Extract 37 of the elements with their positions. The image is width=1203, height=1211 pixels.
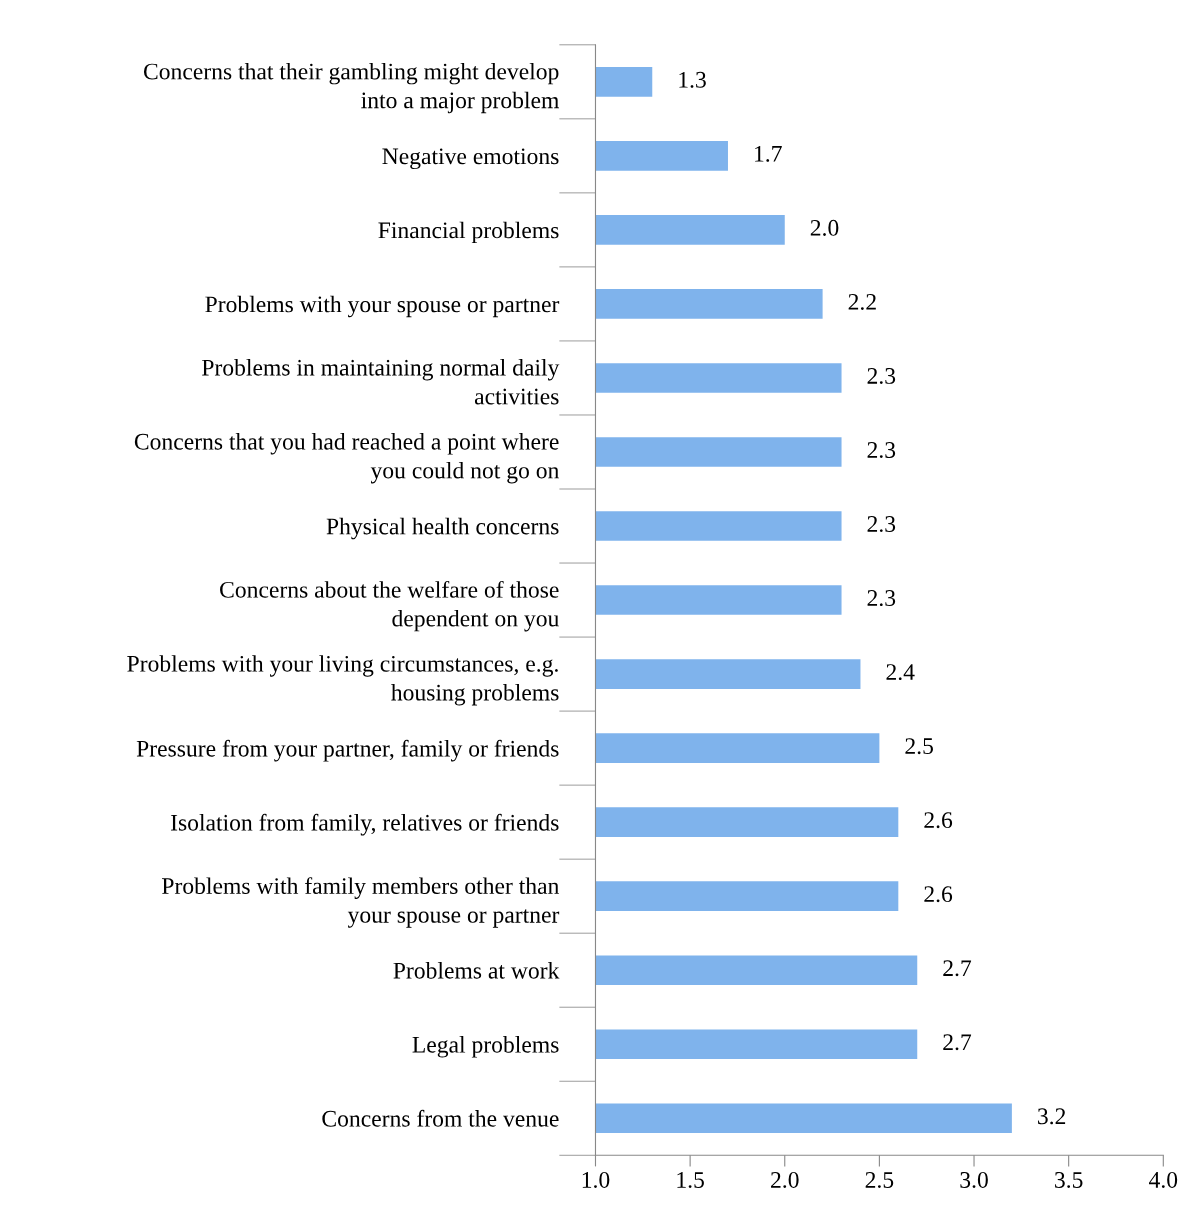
data-label: 2.7 xyxy=(943,960,972,977)
data-label: 2.5 xyxy=(905,738,933,755)
data-label: 2.6 xyxy=(924,812,953,829)
y-tick-label: Legal problems xyxy=(412,1036,559,1058)
x-tick-label: 3.0 xyxy=(960,1171,988,1188)
y-tick-label: Isolation from family, relatives or friends xyxy=(170,813,559,836)
x-tick-label: 2.5 xyxy=(865,1172,894,1188)
x-tick-label: 2.0 xyxy=(771,1171,799,1188)
data-label: 2.0 xyxy=(810,219,839,236)
y-tick-label: Problems with your living circumstances, e.g. housing problems xyxy=(127,655,559,706)
data-label: 2.2 xyxy=(848,293,876,310)
data-label: 2.6 xyxy=(924,886,953,903)
y-tick-label: Concerns that their gambling might develop into a major problem xyxy=(143,62,560,114)
y-tick-label: Problems with your spouse or partner xyxy=(205,295,560,318)
x-tick-label: 1.0 xyxy=(582,1171,610,1188)
data-label: 2.3 xyxy=(867,442,896,458)
data-label: 1.7 xyxy=(755,145,782,162)
x-tick-label: 1.5 xyxy=(677,1172,704,1188)
y-tick-label: Pressure from your partner, family or friends xyxy=(136,739,559,762)
data-label: 2.7 xyxy=(943,1034,972,1051)
x-tick-label: 4.0 xyxy=(1149,1171,1178,1188)
y-tick-label: Concerns that you had reached a point where you could not go on xyxy=(134,433,560,484)
y-tick-label: Physical health concerns xyxy=(326,517,559,540)
data-label: 1.3 xyxy=(679,71,706,88)
y-tick-label: Financial problems xyxy=(378,221,559,244)
data-label: 2.3 xyxy=(867,590,896,607)
data-label: 2.4 xyxy=(886,664,915,681)
data-label: 2.3 xyxy=(867,516,896,533)
x-tick-label: 3.5 xyxy=(1055,1172,1083,1188)
y-tick-label: Negative emotions xyxy=(382,148,559,170)
y-tick-label: Problems with family members other than your spouse or partner xyxy=(162,877,560,928)
y-tick-label: Concerns about the welfare of those dependent on you xyxy=(220,580,559,632)
y-tick-label: Problems at work xyxy=(393,962,560,979)
y-tick-label: Concerns from the venue xyxy=(322,1109,559,1127)
data-label: 3.2 xyxy=(1038,1108,1066,1125)
y-tick-label: Problems in maintaining normal daily activities xyxy=(202,359,560,405)
data-label: 2.3 xyxy=(867,368,896,384)
